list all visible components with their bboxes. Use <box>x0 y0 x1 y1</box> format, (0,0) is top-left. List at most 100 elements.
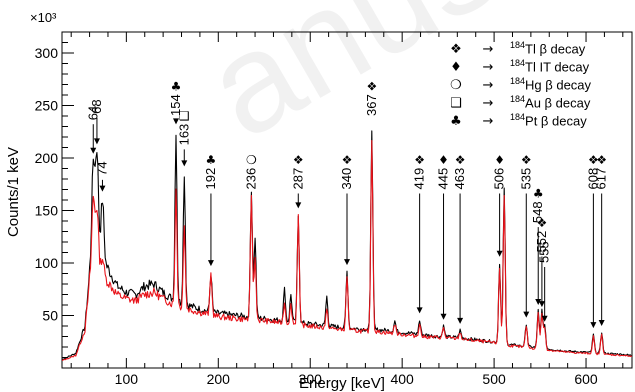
y-axis-label: Counts/1 keV <box>5 147 22 237</box>
legend-decay-text: Pt β decay <box>525 113 587 129</box>
peak-arrowhead-463 <box>457 317 464 324</box>
peak-symbol-445: ♦ <box>438 153 449 167</box>
peak-symbol-506: ♦ <box>494 153 505 167</box>
peak-arrowhead-64 <box>90 147 97 154</box>
y-tick-label: 50 <box>42 308 58 324</box>
legend-label: 184Pt β decay <box>510 108 587 130</box>
peak-symbol-617: ❖ <box>596 153 607 167</box>
peak-label-506: 506 <box>492 168 507 190</box>
legend-label: 184Hg β decay <box>510 72 591 94</box>
peak-label-163: 163 <box>176 124 191 146</box>
legend-decay-text: Au β decay <box>525 95 591 111</box>
peak-symbol-552: ❖ <box>537 216 548 230</box>
peak-arrowhead-154 <box>173 118 179 125</box>
peak-label-617: 617 <box>594 168 609 190</box>
legend-decay-text: Tl IT decay <box>525 59 590 75</box>
legend-mass-number: 184 <box>510 112 526 122</box>
legend-entry: ❑ → 184Au β decay <box>446 90 591 111</box>
peak-arrowhead-287 <box>295 202 302 209</box>
decay-legend: ❖ → 184Tl β decay ♦ → 184Tl IT decay ❍ → 184Hg β… <box>446 36 591 129</box>
peak-arrowhead-617 <box>598 320 605 326</box>
peak-label-419: 419 <box>412 168 427 190</box>
peak-arrowhead-163 <box>181 160 188 167</box>
peak-arrowhead-74 <box>99 185 106 192</box>
peak-arrowhead-506 <box>496 250 503 257</box>
x-tick-label: 600 <box>574 371 598 387</box>
peak-label-64: 64 <box>85 106 100 120</box>
legend-arrow-icon: → <box>482 96 494 112</box>
legend-entry: ♦ → 184Tl IT decay <box>446 54 591 75</box>
y-tick-label: 250 <box>35 98 59 114</box>
peak-symbol-163: ❑ <box>179 109 190 123</box>
peak-label-608: 608 <box>585 168 600 190</box>
legend-mass-number: 184 <box>510 76 526 86</box>
y-tick-label: 150 <box>35 203 59 219</box>
peak-symbol-236: ❍ <box>246 153 257 167</box>
peak-arrowhead-68 <box>93 138 100 145</box>
x-tick-label: 500 <box>482 371 506 387</box>
peak-symbol-535: ❖ <box>521 153 532 167</box>
peak-symbol-287: ❖ <box>293 153 304 167</box>
peak-symbol-192: ♣ <box>206 153 217 167</box>
legend-arrow-icon: → <box>482 114 494 130</box>
peak-arrowhead-445 <box>440 313 447 320</box>
legend-entry: ❖ → 184Tl β decay <box>446 36 591 57</box>
y-tick-label: 200 <box>35 150 59 166</box>
legend-label: 184Tl IT decay <box>510 54 589 76</box>
series-line-red <box>61 140 633 361</box>
legend-mass-number: 184 <box>510 40 526 50</box>
legend-arrow-icon: → <box>482 60 494 76</box>
peak-label-463: 463 <box>452 168 467 190</box>
peak-label-340: 340 <box>339 168 354 190</box>
peak-label-68: 68 <box>89 99 104 113</box>
legend-symbol: ❑ <box>450 96 462 112</box>
peak-symbol-463: ❖ <box>455 153 466 167</box>
legend-symbol: ♦ <box>450 60 462 76</box>
peak-arrowhead-535 <box>523 311 530 318</box>
legend-arrow-icon: → <box>482 42 494 58</box>
legend-label: 184Tl β decay <box>510 36 585 58</box>
legend-mass-number: 184 <box>510 58 526 68</box>
peak-symbol-340: ❖ <box>342 153 353 167</box>
peak-symbol-367: ❖ <box>366 80 377 94</box>
legend-entry: ♣ → 184Pt β decay <box>446 108 591 129</box>
peak-label-192: 192 <box>203 168 218 190</box>
peak-symbol-548: ♣ <box>533 187 544 201</box>
x-tick-label: 300 <box>299 371 323 387</box>
peak-label-74: 74 <box>94 161 109 175</box>
legend-symbol: ♣ <box>450 114 462 130</box>
peak-label-535: 535 <box>518 168 533 190</box>
peak-label-287: 287 <box>290 168 305 190</box>
peak-arrowhead-555 <box>541 315 548 322</box>
y-tick-label: 300 <box>35 45 59 61</box>
peak-symbol-154: ♣ <box>171 80 182 94</box>
y-axis-multiplier: ×10³ <box>30 10 57 25</box>
x-axis-label: Energy [keV] <box>299 375 385 392</box>
legend-entry: ❍ → 184Hg β decay <box>446 72 591 93</box>
x-tick-label: 400 <box>390 371 414 387</box>
y-tick-label: 100 <box>35 255 59 271</box>
peak-symbol-608: ❖ <box>588 153 599 167</box>
peak-label-445: 445 <box>436 168 451 190</box>
peak-label-555: 555 <box>537 241 552 263</box>
peak-arrowhead-548 <box>535 299 542 305</box>
peak-arrowhead-192 <box>207 260 214 267</box>
x-tick-label: 200 <box>207 371 231 387</box>
legend-label: 184Au β decay <box>510 90 590 112</box>
peak-arrowhead-419 <box>416 307 423 314</box>
peak-arrowhead-608 <box>590 322 597 329</box>
legend-decay-text: Tl β decay <box>525 41 586 57</box>
peak-label-236: 236 <box>243 168 258 190</box>
peak-symbol-419: ❖ <box>414 153 425 167</box>
x-tick-label: 100 <box>115 371 139 387</box>
peak-arrowhead-552 <box>538 301 545 308</box>
legend-symbol: ❍ <box>450 78 462 94</box>
legend-mass-number: 184 <box>510 94 526 104</box>
legend-arrow-icon: → <box>482 78 494 94</box>
peak-label-552: 552 <box>534 231 549 253</box>
peak-label-154: 154 <box>168 94 183 116</box>
peak-arrowhead-340 <box>344 259 350 266</box>
peak-label-548: 548 <box>530 201 545 223</box>
legend-decay-text: Hg β decay <box>525 77 592 93</box>
